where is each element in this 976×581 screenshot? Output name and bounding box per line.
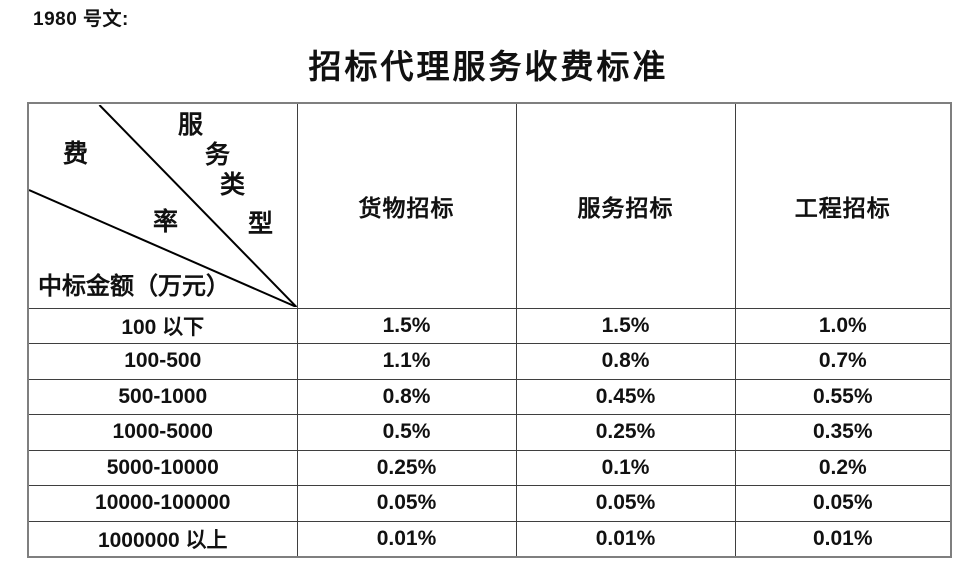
- table-row: 10000-100000 0.05% 0.05% 0.05%: [27, 485, 952, 522]
- row-label: 5000-10000: [27, 449, 298, 486]
- row-label: 1000000 以上: [27, 520, 298, 557]
- page-title: 招标代理服务收费标准: [308, 50, 669, 86]
- corner-service-char-4: 型: [248, 210, 274, 238]
- fee-cell: 0.8%: [296, 378, 517, 415]
- table-row: 500-1000 0.8% 0.45% 0.55%: [27, 378, 952, 415]
- fee-cell: 0.2%: [734, 449, 952, 486]
- fee-cell: 0.8%: [515, 343, 736, 380]
- fee-cell: 0.7%: [734, 343, 952, 380]
- row-label: 100-500: [27, 343, 298, 380]
- diagonal-line-upper: [98, 104, 297, 307]
- diagonal-line-lower: [29, 188, 297, 307]
- corner-rate-char: 率: [153, 208, 179, 236]
- column-header-goods: 货物招标: [296, 102, 517, 309]
- corner-service-char-2: 务: [205, 141, 231, 169]
- diagonal-lines: [29, 104, 297, 307]
- table-row: 100 以下 1.5% 1.5% 1.0%: [27, 307, 952, 344]
- corner-fee-char: 费: [63, 140, 89, 168]
- fee-cell: 0.01%: [296, 520, 517, 557]
- fee-cell: 0.55%: [734, 378, 952, 415]
- column-header-services: 服务招标: [515, 102, 736, 309]
- table-row: 100-500 1.1% 0.8% 0.7%: [27, 343, 952, 380]
- fee-cell: 0.01%: [515, 520, 736, 557]
- row-label: 100 以下: [27, 307, 298, 344]
- doc-number: 1980 号文:: [33, 9, 129, 30]
- fee-cell: 0.1%: [515, 449, 736, 486]
- fee-cell: 1.0%: [734, 307, 952, 344]
- fee-cell: 1.5%: [296, 307, 517, 344]
- fee-cell: 0.45%: [515, 378, 736, 415]
- table-row: 5000-10000 0.25% 0.1% 0.2%: [27, 449, 952, 486]
- header-row: 费 率 服 务 类 型 中标金额（万元） 货物招标 服务招标 工程招标: [27, 102, 952, 309]
- fee-cell: 0.05%: [296, 485, 517, 522]
- fee-table: 费 率 服 务 类 型 中标金额（万元） 货物招标 服务招标 工程招标 100 …: [27, 102, 952, 558]
- fee-cell: 0.5%: [296, 414, 517, 451]
- fee-cell: 0.35%: [734, 414, 952, 451]
- table-row: 1000-5000 0.5% 0.25% 0.35%: [27, 414, 952, 451]
- corner-service-char-3: 类: [220, 171, 246, 199]
- corner-amount-label: 中标金额（万元）: [38, 273, 230, 300]
- row-label: 500-1000: [27, 378, 298, 415]
- row-label: 10000-100000: [27, 485, 298, 522]
- table-row: 1000000 以上 0.01% 0.01% 0.01%: [27, 520, 952, 557]
- fee-cell: 1.5%: [515, 307, 736, 344]
- corner-cell: 费 率 服 务 类 型 中标金额（万元）: [27, 102, 298, 309]
- fee-cell: 0.25%: [296, 449, 517, 486]
- fee-cell: 0.01%: [734, 520, 952, 557]
- fee-cell: 1.1%: [296, 343, 517, 380]
- fee-cell: 0.05%: [515, 485, 736, 522]
- fee-cell: 0.05%: [734, 485, 952, 522]
- corner-box: 费 率 服 务 类 型 中标金额（万元）: [29, 104, 297, 307]
- corner-service-char-1: 服: [178, 111, 204, 139]
- column-header-engineering: 工程招标: [734, 102, 952, 309]
- row-label: 1000-5000: [27, 414, 298, 451]
- fee-cell: 0.25%: [515, 414, 736, 451]
